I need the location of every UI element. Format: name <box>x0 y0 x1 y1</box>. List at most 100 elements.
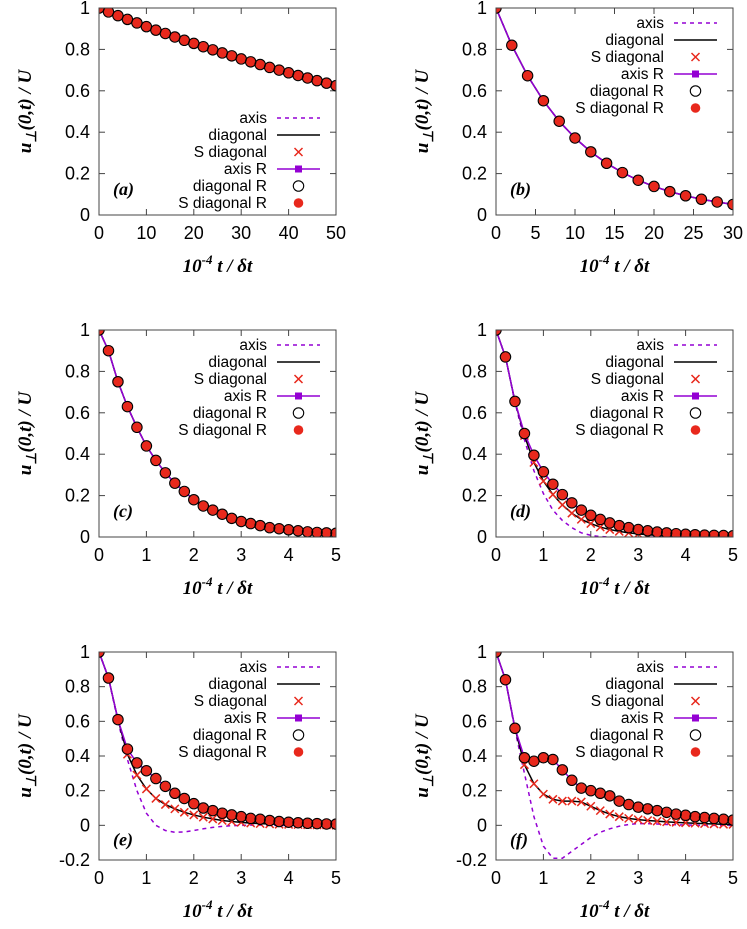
filled-circle-marker <box>709 813 719 824</box>
panel-label: (e) <box>113 829 133 850</box>
filled-circle-marker <box>529 450 539 461</box>
legend-label: diagonal R <box>193 178 267 195</box>
filled-circle-marker <box>510 396 520 407</box>
x-axis-label: 10-4 t / δt <box>580 574 650 599</box>
y-tick-label: 0 <box>477 527 487 547</box>
y-tick-label: 0.2 <box>65 164 90 184</box>
filled-circle-marker <box>236 811 246 822</box>
x-label-part: 10 <box>580 578 600 599</box>
open-circle-marker <box>301 526 314 537</box>
x-tick-label: 4 <box>284 545 294 565</box>
filled-circle-marker <box>529 756 539 766</box>
open-circle-marker <box>509 722 521 735</box>
open-circle-marker <box>282 524 295 536</box>
legend-item: diagonal R <box>590 405 702 422</box>
filled-circle-marker <box>671 528 681 537</box>
open-circle-marker <box>717 813 730 826</box>
series-s-diagonal-r <box>496 652 733 825</box>
y-tick-label: 0.4 <box>65 746 90 766</box>
open-circle-marker <box>292 816 304 829</box>
open-circle-marker <box>670 808 682 820</box>
open-circle-marker <box>506 39 518 52</box>
plot-frame <box>98 329 337 538</box>
cross-marker <box>198 812 208 822</box>
x-tick-label: 2 <box>189 868 199 888</box>
y-tick-label: 0 <box>477 205 487 225</box>
x-tick-label: 10 <box>136 223 156 243</box>
x-label-part: 10 <box>580 256 600 277</box>
x-tick-label: 20 <box>184 223 204 243</box>
open-circle-marker <box>632 801 644 813</box>
x-tick-label: 0 <box>94 545 104 565</box>
legend-item: S diagonal <box>591 693 701 710</box>
filled-circle-marker <box>718 814 729 825</box>
open-circle-marker <box>698 529 711 537</box>
legend-label: axis R <box>224 161 267 178</box>
plot-frame <box>98 7 337 216</box>
open-circle-marker <box>150 454 162 467</box>
filled-circle-marker <box>207 805 218 816</box>
legend-item: diagonal <box>605 32 717 49</box>
open-circle-marker <box>197 500 210 512</box>
open-circle-marker <box>641 525 654 537</box>
filled-circle-marker <box>567 498 577 508</box>
open-circle-marker <box>553 115 565 127</box>
filled-circle-marker <box>103 673 114 683</box>
panel-label: (d) <box>510 501 531 522</box>
open-circle-marker <box>102 344 115 357</box>
filled-circle-marker <box>604 791 615 801</box>
filled-circle-marker <box>170 478 180 488</box>
filled-circle-marker <box>538 752 549 763</box>
cross-marker <box>538 789 548 799</box>
open-circle-marker <box>178 485 191 498</box>
filled-circle-marker <box>283 67 294 78</box>
filled-circle-marker <box>226 513 237 524</box>
legend-label: S diagonal R <box>575 744 664 761</box>
filled-circle-marker <box>496 652 501 657</box>
open-circle-marker <box>689 407 702 419</box>
x-tick-label: 50 <box>326 223 346 243</box>
square-marker <box>692 392 699 400</box>
filled-circle-marker <box>179 35 190 46</box>
legend-item: diagonal R <box>193 727 305 744</box>
filled-circle-marker <box>312 818 322 829</box>
filled-circle-marker <box>151 25 161 35</box>
open-circle-marker <box>600 157 613 170</box>
y-tick-label: 1 <box>477 642 487 662</box>
filled-circle-marker <box>302 818 313 829</box>
y-label-part: (0,t) / U <box>15 713 36 775</box>
legend-label: axis R <box>621 710 664 727</box>
x-label-part: 10 <box>183 256 203 277</box>
filled-circle-marker <box>728 815 733 825</box>
y-tick-label: 1 <box>477 0 487 18</box>
y-label-sub: ⊥ <box>422 130 437 142</box>
filled-circle-marker <box>321 819 332 829</box>
square-marker <box>692 70 699 78</box>
legend-label: diagonal R <box>193 405 267 422</box>
filled-circle-marker <box>226 51 237 61</box>
cross-marker <box>576 514 586 524</box>
open-circle-marker <box>131 757 143 769</box>
filled-circle-marker <box>557 489 568 500</box>
cross-marker <box>662 817 672 827</box>
series-diagonal-r <box>496 652 733 826</box>
x-tick-label: 3 <box>236 545 246 565</box>
square-marker <box>295 392 302 400</box>
filled-circle-marker <box>519 428 530 439</box>
legend-item: S diagonal <box>591 371 701 388</box>
cross-marker <box>208 814 218 824</box>
y-tick-label: 0.8 <box>462 677 487 697</box>
open-circle-marker <box>509 395 521 408</box>
open-circle-marker <box>499 351 512 363</box>
filled-circle-marker <box>226 810 237 820</box>
open-circle-marker <box>689 85 702 97</box>
filled-circle-marker <box>293 525 303 536</box>
open-circle-marker <box>188 493 200 506</box>
y-label-part: u <box>15 787 36 798</box>
y-label-sub: ⊥ <box>422 452 437 464</box>
x-tick-label: 30 <box>231 223 251 243</box>
